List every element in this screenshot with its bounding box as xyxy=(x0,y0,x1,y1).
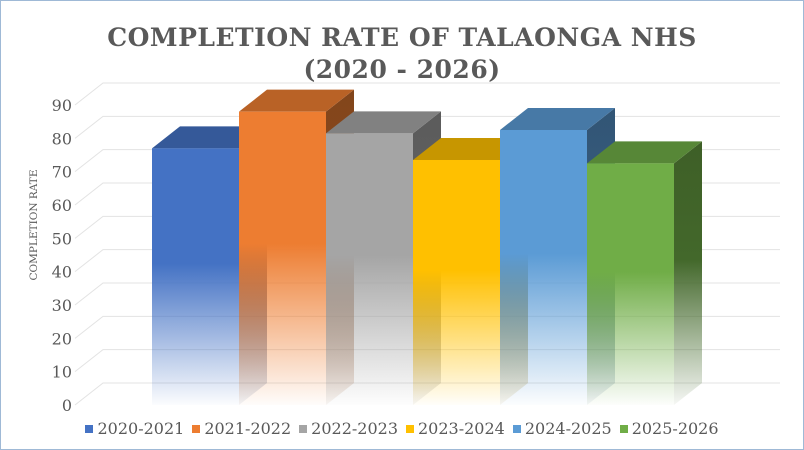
y-axis-ticks: 0 10 20 30 40 50 60 70 80 90 xyxy=(52,96,72,415)
legend-label: 2024-2025 xyxy=(524,419,612,438)
legend-label: 2020-2021 xyxy=(97,419,185,438)
legend-label: 2025-2026 xyxy=(631,419,719,438)
bar-top-face xyxy=(239,89,354,112)
bar-top-face xyxy=(326,111,441,134)
legend-item: 2020-2021 xyxy=(85,419,184,438)
bar-top-face xyxy=(587,141,702,164)
y-tick-label: 20 xyxy=(52,329,72,348)
legend-label: 2023-2024 xyxy=(418,419,505,438)
bars xyxy=(152,89,702,406)
legend-label: 2022-2023 xyxy=(311,419,398,438)
y-tick-label: 80 xyxy=(52,129,72,148)
bar-front-face xyxy=(239,111,326,406)
bar-top-face xyxy=(500,108,615,130)
legend-item: 2025-2026 xyxy=(619,419,719,438)
y-tick-label: 40 xyxy=(52,263,72,282)
chart-legend: 2020-2021 2021-2022 2022-2023 2023-2024 2024… xyxy=(0,419,804,438)
y-axis-label: COMPLETION RATE xyxy=(28,170,40,281)
y-tick-label: 30 xyxy=(52,296,72,315)
bar-front-face xyxy=(413,160,500,405)
y-tick-label: 90 xyxy=(52,96,72,115)
legend-item: 2022-2023 xyxy=(299,419,398,438)
y-tick-label: 0 xyxy=(62,396,72,415)
chart-title: COMPLETION RATE OF TALAONGA NHS (2020 - … xyxy=(0,22,804,86)
legend-item: 2023-2024 xyxy=(406,419,505,438)
legend-swatch xyxy=(85,424,94,433)
y-tick-label: 50 xyxy=(52,229,72,248)
legend-swatch xyxy=(619,424,628,433)
legend-item: 2021-2022 xyxy=(192,419,291,438)
bar-side-face xyxy=(674,141,702,406)
bar-front-face xyxy=(152,148,239,406)
legend-item: 2024-2025 xyxy=(512,419,612,438)
bar-top-face xyxy=(413,138,528,160)
chart-title-line-1: COMPLETION RATE OF TALAONGA NHS xyxy=(107,23,697,52)
gridline xyxy=(74,82,780,106)
y-tick-label: 60 xyxy=(52,196,72,215)
bar-2025-2026 xyxy=(587,141,702,406)
bar-front-face xyxy=(326,133,413,406)
bar-front-face xyxy=(587,163,674,405)
legend-swatch xyxy=(299,424,308,433)
legend-label: 2021-2022 xyxy=(204,419,292,438)
legend-swatch xyxy=(406,424,414,433)
y-tick-label: 70 xyxy=(52,163,72,182)
legend-swatch xyxy=(192,424,201,433)
legend-swatch xyxy=(512,424,521,433)
bar-front-face xyxy=(500,130,587,405)
bar-top-face xyxy=(152,126,267,149)
y-tick-label: 10 xyxy=(52,363,72,382)
chart-title-line-2: (2020 - 2026) xyxy=(303,55,501,84)
